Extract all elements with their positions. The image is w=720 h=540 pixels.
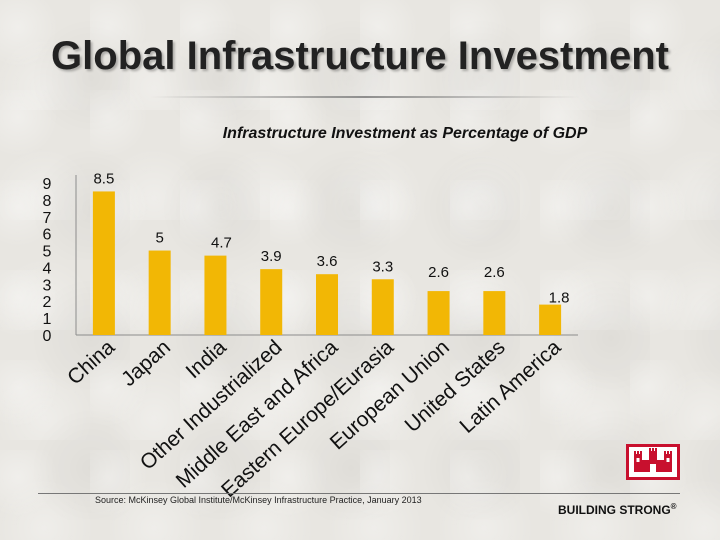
x-tick-label: Japan (117, 336, 175, 391)
y-tick-label: 0 (43, 328, 52, 345)
y-tick-label: 4 (43, 260, 52, 277)
data-label: 8.5 (93, 170, 114, 187)
data-label: 2.6 (428, 264, 449, 281)
bar (148, 250, 171, 335)
data-label: 2.6 (484, 264, 505, 281)
y-tick-label: 9 (43, 176, 52, 193)
y-tick-label: 2 (43, 294, 52, 311)
source-note: Source: McKinsey Global Institute/McKins… (95, 495, 422, 505)
data-label: 3.9 (261, 248, 282, 265)
chart-title: Infrastructure Investment as Percentage … (223, 125, 588, 142)
bar (539, 304, 562, 335)
y-tick-label: 1 (43, 311, 52, 328)
x-tick-label: Latin America (456, 335, 566, 437)
footer-divider (38, 493, 680, 494)
bar (483, 291, 506, 335)
y-tick-label: 7 (43, 210, 52, 227)
bar-group (92, 191, 562, 335)
tagline-text: BUILDING STRONG (558, 503, 671, 517)
brand-tagline: BUILDING STRONG® (558, 502, 677, 517)
castle-logo-icon (626, 444, 680, 480)
x-tick-label: India (182, 335, 231, 383)
data-label: 3.6 (317, 253, 338, 270)
y-tick-label: 8 (43, 193, 52, 210)
bar (92, 191, 115, 335)
data-label: 1.8 (549, 290, 570, 307)
x-tick-label: China (63, 335, 119, 389)
bar (427, 291, 450, 335)
slide-title: Global Infrastructure Investment (51, 34, 669, 78)
data-label: 4.7 (211, 235, 232, 252)
y-tick-label: 3 (43, 277, 52, 294)
data-label: 5 (155, 230, 163, 247)
bar (316, 274, 338, 335)
data-label-group: 8.5 5 4.7 3.9 3.6 3.3 2.6 2.6 1.8 (93, 170, 569, 306)
data-label: 3.3 (372, 258, 393, 275)
title-divider (150, 96, 580, 98)
y-tick-label: 6 (43, 227, 52, 244)
y-tick-label: 5 (43, 244, 52, 261)
bar (204, 255, 227, 335)
bar (371, 279, 394, 335)
registered-mark: ® (670, 502, 677, 511)
bar (260, 269, 283, 335)
